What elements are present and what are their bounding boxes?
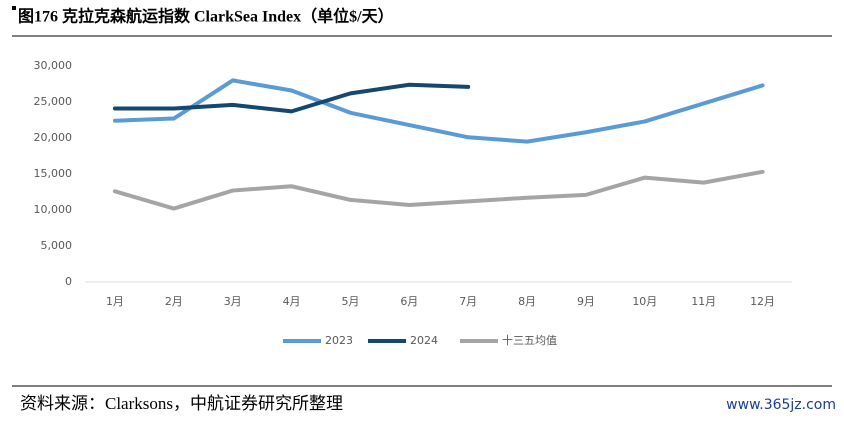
series-line	[112, 169, 765, 211]
series-line	[112, 82, 471, 114]
y-tick-label: 5,000	[41, 239, 73, 252]
x-tick-label: 12月	[750, 295, 775, 308]
x-tick-label: 11月	[691, 295, 716, 308]
x-tick-label: 3月	[224, 295, 242, 308]
x-tick-label: 2月	[165, 295, 183, 308]
x-tick-label: 7月	[459, 295, 477, 308]
x-tick-label: 8月	[518, 295, 536, 308]
watermark: www.365jz.com	[726, 397, 836, 413]
x-tick-label: 4月	[283, 295, 301, 308]
legend-label: 2024	[410, 334, 438, 347]
y-tick-label: 15,000	[34, 167, 73, 180]
y-tick-label: 0	[65, 275, 72, 288]
x-tick-label: 1月	[106, 295, 124, 308]
y-tick-label: 25,000	[34, 95, 73, 108]
x-tick-label: 5月	[341, 295, 359, 308]
y-tick-label: 20,000	[34, 131, 73, 144]
x-tick-label: 10月	[632, 295, 657, 308]
y-tick-label: 30,000	[34, 59, 73, 72]
x-tick-label: 9月	[577, 295, 595, 308]
legend-label: 十三五均值	[502, 333, 557, 347]
series-line	[112, 78, 765, 144]
x-tick-label: 6月	[400, 295, 418, 308]
legend-label: 2023	[325, 334, 353, 347]
y-tick-label: 10,000	[34, 203, 73, 216]
source-note: 资料来源：Clarksons，中航证券研究所整理	[20, 394, 343, 413]
figure-title: 图176 克拉克森航运指数 ClarkSea Index（单位$/天）	[18, 7, 394, 26]
title-marker	[12, 6, 16, 10]
